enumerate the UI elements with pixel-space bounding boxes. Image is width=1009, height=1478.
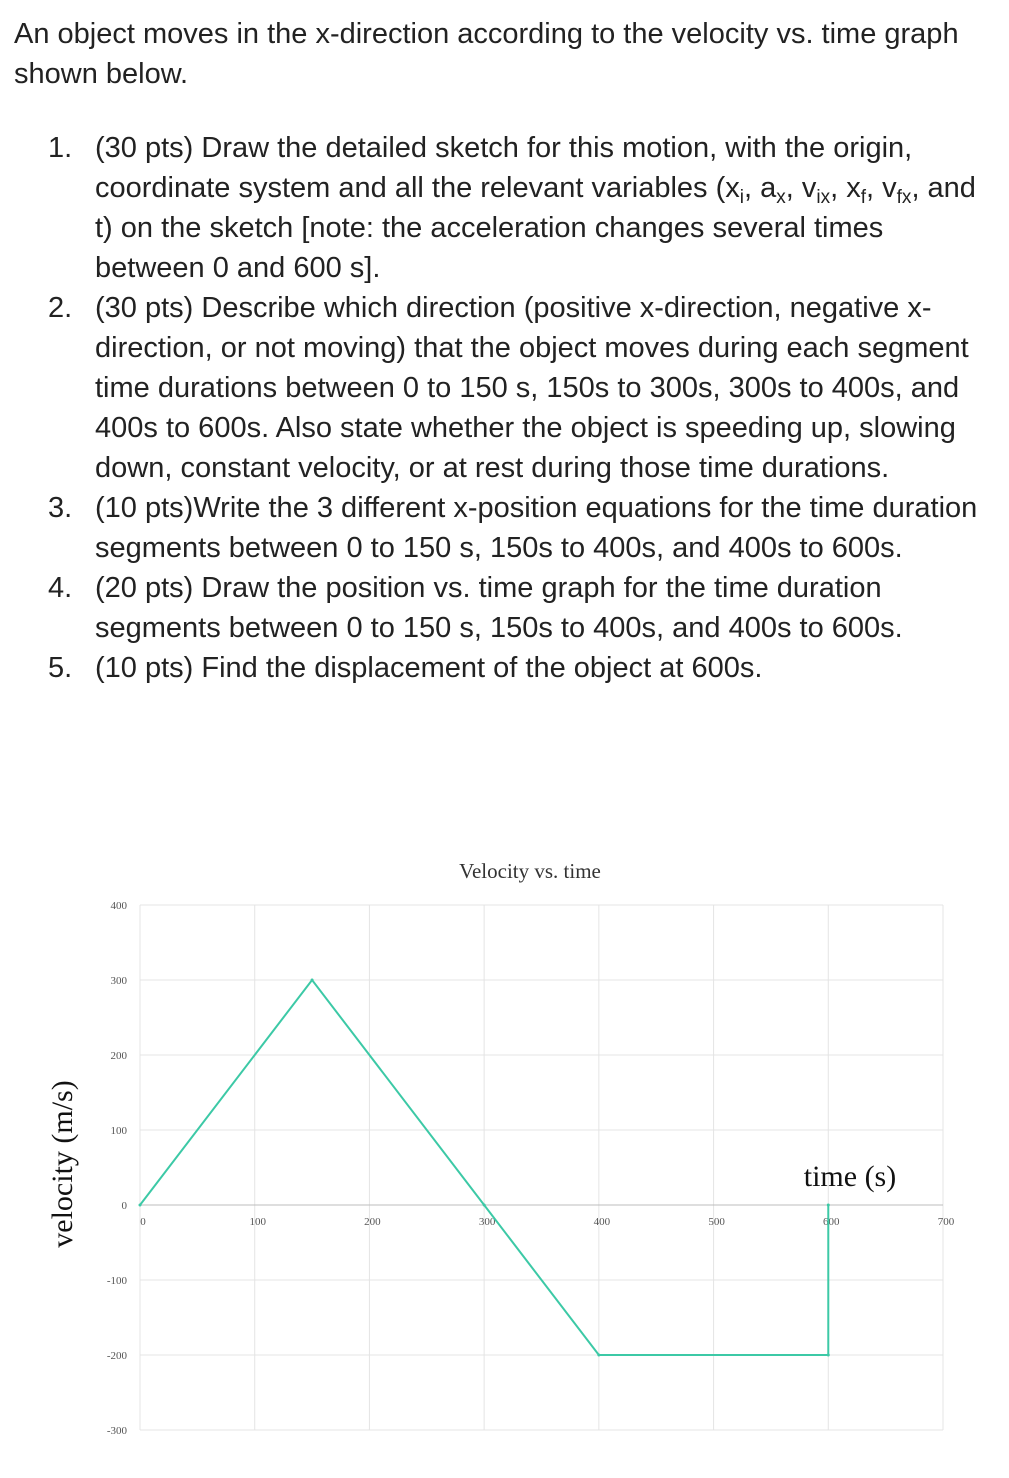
question-item-5: 5. (10 pts) Find the displacement of the… [48, 648, 998, 688]
subscript: fx [896, 187, 912, 208]
x-tick-label: 700 [938, 1216, 955, 1228]
question-text-run: (30 pts) Draw the detailed sketch for th… [95, 132, 913, 204]
question-item-1: 1. (30 pts) Draw the detailed sketch for… [48, 128, 998, 288]
question-text-run: (10 pts) Find the displacement of the ob… [95, 652, 763, 684]
data-point [826, 1353, 830, 1357]
x-tick-label: 400 [594, 1216, 611, 1228]
question-number: 3. [48, 492, 73, 524]
question-text: (20 pts) Draw the position vs. time grap… [95, 568, 998, 648]
question-text: (10 pts) Find the displacement of the ob… [95, 648, 998, 688]
question-text-run: , x [830, 172, 861, 204]
y-tick-label: 400 [111, 900, 128, 912]
velocity-series-line [139, 978, 830, 1356]
subscript: x [776, 187, 786, 208]
x-tick-label: 600 [823, 1216, 840, 1228]
question-text-run: (20 pts) Draw the position vs. time grap… [95, 572, 903, 644]
question-list: 1. (30 pts) Draw the detailed sketch for… [48, 128, 998, 688]
question-number: 5. [48, 652, 73, 684]
question-text: (30 pts) Describe which direction (posit… [95, 288, 998, 488]
question-number: 2. [48, 292, 73, 324]
question-text-run: , v [866, 172, 897, 204]
y-axis-label: velocity (m/s) [46, 1080, 79, 1247]
y-tick-label: 200 [111, 1050, 128, 1062]
y-tick-label: 100 [111, 1125, 128, 1137]
problem-intro: An object moves in the x-direction accor… [14, 18, 959, 90]
question-item-3: 3. (10 pts)Write the 3 different x-posit… [48, 488, 998, 568]
data-point [482, 1203, 486, 1207]
question-text: (30 pts) Draw the detailed sketch for th… [95, 128, 998, 288]
x-axis-label: time (s) [804, 1160, 896, 1193]
subscript: ix [816, 187, 831, 208]
y-tick-label: 300 [111, 975, 128, 987]
question-number: 4. [48, 572, 73, 604]
chart-tick-labels: -300 -200 -100 0 100 200 300 400 0 100 200 300 400 50… [107, 900, 955, 1437]
y-tick-label: -300 [107, 1425, 128, 1437]
question-text-run: , and t) on the sketch [note: the accele… [95, 172, 976, 284]
question-text-run: , v [785, 172, 817, 204]
velocity-time-chart: -300 -200 -100 0 100 200 300 400 0 100 200 300 400 50… [46, 859, 955, 1437]
data-point [597, 1353, 601, 1357]
question-text-run: , a [744, 172, 777, 204]
question-item-4: 4. (20 pts) Draw the position vs. time g… [48, 568, 998, 648]
question-text-run: (10 pts)Write the 3 different x-position… [95, 492, 978, 564]
subscript: i [739, 187, 745, 208]
chart-series [138, 978, 830, 1357]
chart-title: Velocity vs. time [459, 859, 601, 883]
subscript: f [860, 187, 867, 208]
data-point [826, 1203, 830, 1207]
data-point [138, 1203, 142, 1207]
question-text-run: (30 pts) Describe which direction (posit… [95, 292, 969, 484]
x-tick-label: 0 [140, 1216, 146, 1228]
data-point [310, 978, 314, 982]
y-tick-label: -200 [107, 1350, 128, 1362]
y-tick-label: -100 [107, 1275, 128, 1287]
question-item-2: 2. (30 pts) Describe which direction (po… [48, 288, 998, 488]
x-tick-label: 300 [479, 1216, 496, 1228]
x-tick-label: 200 [364, 1216, 381, 1228]
x-tick-label: 500 [708, 1216, 725, 1228]
y-tick-label: 0 [122, 1200, 128, 1212]
question-text: (10 pts)Write the 3 different x-position… [95, 488, 998, 568]
question-number: 1. [48, 132, 73, 164]
x-tick-label: 100 [249, 1216, 266, 1228]
